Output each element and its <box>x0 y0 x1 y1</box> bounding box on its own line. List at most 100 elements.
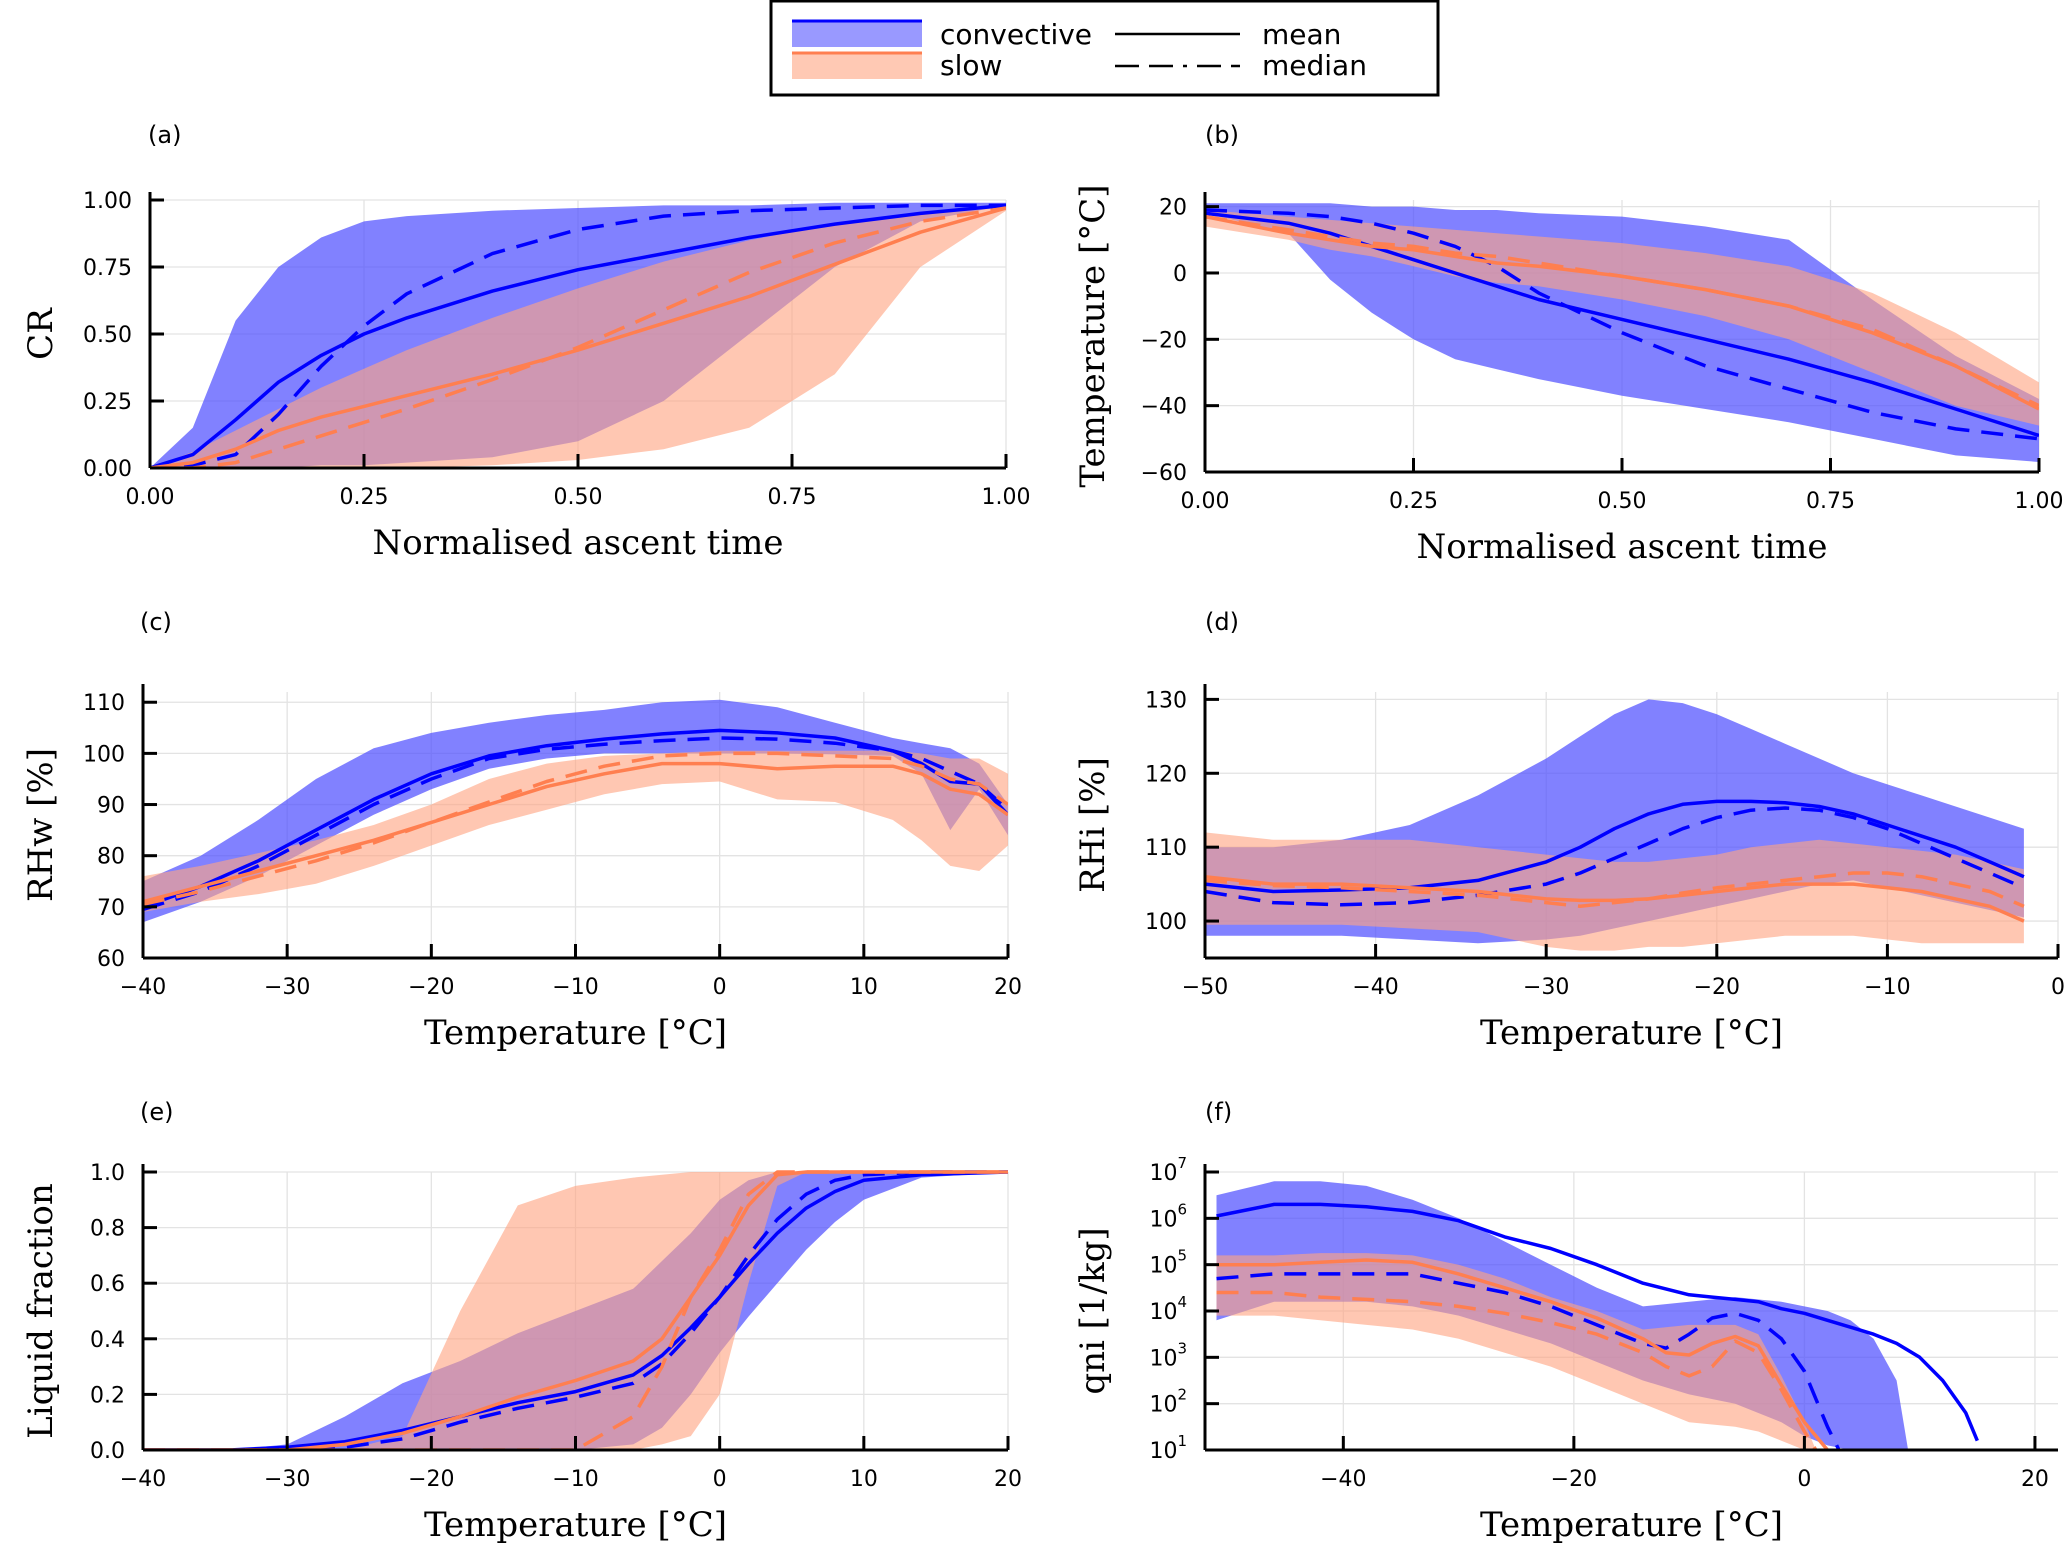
x-tick-label: 0.25 <box>1389 489 1438 514</box>
y-tick-label: −40 <box>1141 395 1187 420</box>
panel-e: (e) −40 −30 −20 −10 0 10 20 0.0 0.2 0.4 0.6 0.8 1.0 Te… <box>21 1098 1022 1545</box>
median-line-convective <box>143 736 1008 912</box>
x-tick-label: 20 <box>2021 1467 2049 1492</box>
y-tick-exponent: 6 <box>1177 1200 1187 1218</box>
median-line-slow <box>1216 1290 1818 1450</box>
y-tick-label: 110 <box>83 691 125 716</box>
y-tick-label: 0.75 <box>83 256 132 281</box>
x-tick-label: 0 <box>1797 1467 1811 1492</box>
median-line-slow <box>150 206 1006 468</box>
y-tick-label: −20 <box>1141 328 1187 353</box>
y-tick-label: 20 <box>1159 196 1187 221</box>
median-line-convective <box>1205 806 2025 907</box>
mean-line-convective <box>150 203 1006 468</box>
panel-a: (a) 0.00 0.25 0.50 0.75 1.00 0.00 0.25 0.50 0.75 1… <box>21 121 1030 563</box>
plot-area <box>143 699 1008 923</box>
y-tick-label: 130 <box>1145 688 1187 713</box>
y-tick-label: 80 <box>97 845 125 870</box>
mean-line-slow <box>143 1170 1008 1450</box>
x-tick-label: 0.50 <box>554 485 603 510</box>
x-tick-label: 0 <box>713 975 727 1000</box>
y-tick-label: 0 <box>1173 262 1187 287</box>
y-tick-label: 0.4 <box>90 1328 125 1353</box>
y-tick-label: 106 <box>1149 1200 1187 1232</box>
band-slow <box>150 205 1006 468</box>
x-tick-label: 10 <box>850 1467 878 1492</box>
y-tick-label: 90 <box>97 794 125 819</box>
y-tick-exponent: 5 <box>1177 1247 1187 1265</box>
legend: convective slow mean median <box>769 0 1440 97</box>
y-tick-label: −60 <box>1141 461 1187 486</box>
mean-line-slow <box>1205 874 2025 923</box>
median-line-convective <box>150 203 1006 468</box>
x-tick-label: −40 <box>1320 1467 1366 1492</box>
x-axis-title: Temperature [°C] <box>424 1013 727 1053</box>
x-tick-label: 1.00 <box>2015 489 2064 514</box>
x-tick-label: 0.25 <box>340 485 389 510</box>
band-slow <box>1205 832 2024 951</box>
y-tick-label: 105 <box>1149 1247 1187 1279</box>
x-tick-label: 0.00 <box>1181 489 1230 514</box>
y-tick-label: 0.00 <box>83 457 132 482</box>
x-tick-label: −30 <box>264 1467 310 1492</box>
x-tick-label: 20 <box>994 1467 1022 1492</box>
y-axis-title: Temperature [°C] <box>1073 184 1113 487</box>
y-tick-label: 0.0 <box>90 1439 125 1464</box>
y-tick-exponent: 7 <box>1177 1154 1187 1172</box>
x-tick-label: −40 <box>1352 975 1398 1000</box>
y-tick-label: 107 <box>1149 1154 1187 1186</box>
mean-line-convective <box>1205 799 2025 894</box>
panel-tag: (d) <box>1205 608 1239 636</box>
x-tick-label: −20 <box>1694 975 1740 1000</box>
y-axis-title: RHi [%] <box>1073 757 1113 893</box>
mean-line-convective <box>143 1170 1008 1450</box>
panel-c: (c) −40 −30 −20 −10 0 10 20 60 70 80 90 100 110 Temper… <box>21 608 1022 1053</box>
panel-b: (b) 0.00 0.25 0.50 0.75 1.00 −60 −40 −20 0 20 Norma… <box>1073 121 2063 567</box>
y-tick-label: 103 <box>1149 1339 1187 1371</box>
y-tick-exponent: 2 <box>1177 1386 1187 1404</box>
band-slow <box>143 750 1008 912</box>
mean-line-convective <box>143 728 1008 909</box>
y-tick-label: 0.6 <box>90 1272 125 1297</box>
y-tick-label: 1.00 <box>83 189 132 214</box>
x-tick-label: 10 <box>850 975 878 1000</box>
mean-line-slow <box>150 206 1006 468</box>
x-tick-label: −50 <box>1182 975 1228 1000</box>
legend-frame <box>769 0 1440 97</box>
x-tick-label: −40 <box>120 1467 166 1492</box>
median-line-slow <box>1205 214 2039 408</box>
x-tick-label: 20 <box>994 975 1022 1000</box>
y-tick-label: 1.0 <box>90 1161 125 1186</box>
y-axis-title: CR <box>21 307 61 360</box>
x-tick-label: 0.50 <box>1598 489 1647 514</box>
legend-label-convective: convective <box>940 18 1092 51</box>
x-tick-label: −20 <box>408 1467 454 1492</box>
band-convective <box>143 699 1008 923</box>
band-slow <box>1205 210 2039 426</box>
x-tick-label: −40 <box>120 975 166 1000</box>
median-line-convective <box>143 1170 1008 1450</box>
mean-line-slow <box>143 761 1008 904</box>
plot-area <box>1205 203 2039 463</box>
mean-line-convective <box>1205 211 2039 438</box>
plot-area <box>143 1170 1008 1450</box>
legend-label-slow: slow <box>940 49 1002 82</box>
median-line-slow <box>143 1170 1008 1450</box>
legend-swatch-slow <box>792 54 922 79</box>
plot-area <box>150 202 1006 468</box>
median-line-slow <box>1205 871 2025 909</box>
legend-label-mean: mean <box>1262 18 1341 51</box>
median-line-convective <box>1205 208 2039 441</box>
x-tick-label: 1.00 <box>982 485 1031 510</box>
x-tick-label: −30 <box>1523 975 1569 1000</box>
panel-tag: (c) <box>140 608 172 636</box>
y-tick-exponent: 3 <box>1177 1339 1187 1357</box>
y-tick-label: 102 <box>1149 1386 1187 1418</box>
x-tick-label: 0 <box>713 1467 727 1492</box>
y-tick-label: 0.25 <box>83 390 132 415</box>
x-tick-label: 0.00 <box>126 485 175 510</box>
median-line-slow <box>143 751 1008 907</box>
mean-line-convective <box>1216 1202 1979 1442</box>
panel-tag: (f) <box>1205 1098 1232 1126</box>
